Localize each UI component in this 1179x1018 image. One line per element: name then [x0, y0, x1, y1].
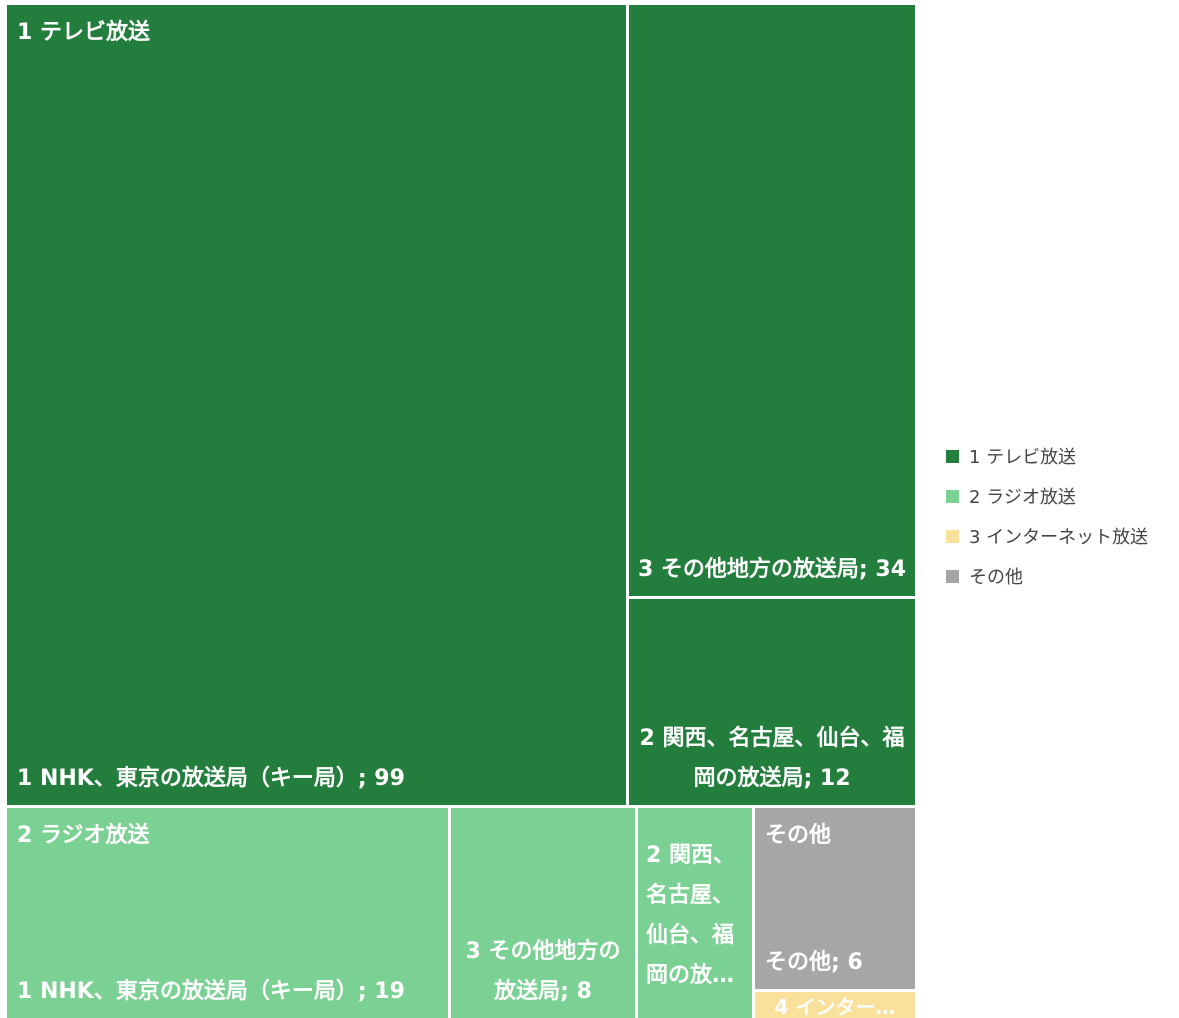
tile-label-other: その他; 6	[765, 950, 863, 975]
legend-label-internet: 3 インターネット放送	[969, 527, 1149, 548]
legend-item-internet: 3 インターネット放送	[946, 516, 1148, 556]
legend-label-other: その他	[969, 567, 1023, 588]
tile-radio-other-regional: 3 その他地方の放送局; 8	[451, 808, 635, 1018]
legend-label-tv: 1 テレビ放送	[969, 447, 1077, 468]
legend-item-radio: 2 ラジオ放送	[946, 476, 1148, 516]
tile-label-radio-other-regional: 3 その他地方の放送局; 8	[465, 939, 621, 1004]
chart-legend: 1 テレビ放送 2 ラジオ放送 3 インターネット放送 その他	[946, 436, 1148, 596]
tile-radio-kansai-etc: 2 関西、名古屋、仙台、福岡の放…	[638, 808, 752, 1018]
legend-item-other: その他	[946, 556, 1148, 596]
tile-tv-nhk-tokyo: 1 テレビ放送 1 NHK、東京の放送局（キー局）; 99	[7, 5, 626, 805]
tile-internet: 4 インター…	[755, 992, 915, 1018]
tile-label-radio-nhk-tokyo: 1 NHK、東京の放送局（キー局）; 19	[17, 979, 405, 1004]
tile-other: その他 その他; 6	[755, 808, 915, 989]
legend-swatch-internet	[946, 529, 959, 543]
legend-swatch-radio	[946, 489, 959, 503]
tile-label-tv-kansai-etc: 2 関西、名古屋、仙台、福岡の放送局; 12	[639, 726, 905, 791]
tile-label-tv-nhk-tokyo: 1 NHK、東京の放送局（キー局）; 99	[17, 766, 405, 791]
group-label-other: その他	[765, 823, 832, 848]
tile-radio-nhk-tokyo: 2 ラジオ放送 1 NHK、東京の放送局（キー局）; 19	[7, 808, 448, 1018]
group-label-tv: 1 テレビ放送	[17, 20, 150, 45]
tile-label-radio-kansai-etc: 2 関西、名古屋、仙台、福岡の放…	[646, 843, 735, 988]
tile-tv-other-regional: 3 その他地方の放送局; 34	[629, 5, 915, 596]
tile-label-internet: 4 インター…	[774, 995, 896, 1018]
legend-swatch-other	[946, 569, 959, 583]
legend-label-radio: 2 ラジオ放送	[969, 487, 1076, 508]
legend-swatch-tv	[946, 449, 959, 463]
tile-label-tv-other-regional: 3 その他地方の放送局; 34	[637, 557, 907, 582]
group-label-radio: 2 ラジオ放送	[17, 823, 150, 848]
tile-tv-kansai-etc: 2 関西、名古屋、仙台、福岡の放送局; 12	[629, 599, 915, 805]
legend-item-tv: 1 テレビ放送	[946, 436, 1148, 476]
